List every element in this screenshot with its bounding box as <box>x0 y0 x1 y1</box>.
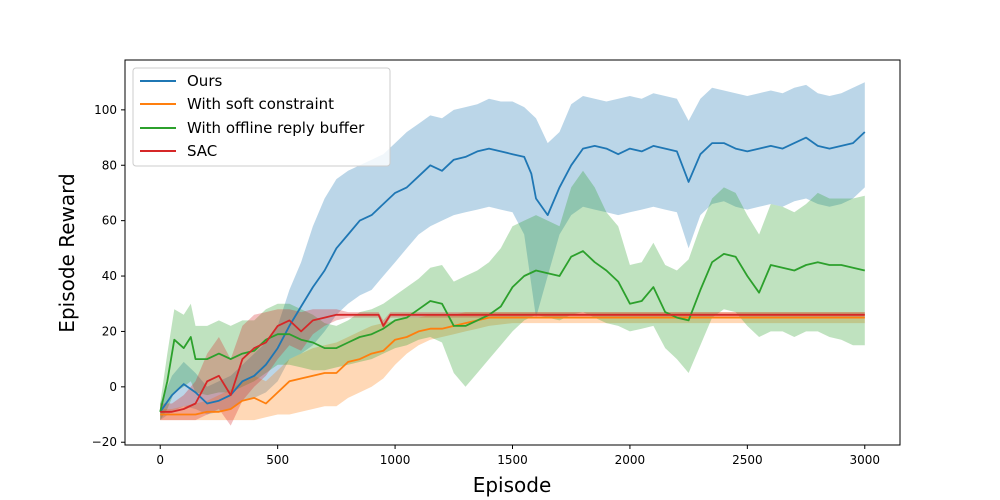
legend-label-soft-constraint: With soft constraint <box>187 95 334 113</box>
x-axis-title: Episode <box>473 473 552 497</box>
y-tick-label: 100 <box>94 103 117 117</box>
x-tick-label: 1500 <box>497 453 528 467</box>
legend-box <box>132 67 391 167</box>
y-tick-label: −20 <box>92 435 117 449</box>
y-tick-label: 20 <box>102 324 117 338</box>
band-ours <box>160 82 865 421</box>
legend-label-offline-buffer: With offline reply buffer <box>187 119 365 137</box>
x-tick-label: 1000 <box>380 453 411 467</box>
y-tick-label: 80 <box>102 158 117 172</box>
y-axis-title: Episode Reward <box>55 173 79 332</box>
series-lines <box>159 131 866 416</box>
y-axis-ticks: −20 0 20 40 60 80 100 <box>92 103 125 449</box>
legend-label-ours: Ours <box>187 72 222 90</box>
line-ours <box>159 131 866 413</box>
uncertainty-bands <box>160 82 865 426</box>
x-tick-label: 2000 <box>615 453 646 467</box>
band-with-soft-constraint <box>160 312 865 421</box>
line-sac <box>160 313 865 413</box>
band-sac <box>160 309 865 426</box>
y-tick-label: 60 <box>102 214 117 228</box>
line-with-soft-constraint <box>160 316 865 416</box>
x-tick-label: 500 <box>266 453 289 467</box>
x-tick-label: 3000 <box>849 453 880 467</box>
y-tick-label: 0 <box>109 380 117 394</box>
y-tick-label: 40 <box>102 269 117 283</box>
x-tick-label: 2500 <box>732 453 763 467</box>
band-with-offline-reply-buffer <box>160 170 865 421</box>
legend: Ours With soft constraint With offline r… <box>132 67 391 167</box>
legend-label-sac: SAC <box>187 142 217 160</box>
x-tick-label: 0 <box>156 453 164 467</box>
x-axis-ticks: 0 500 1000 1500 2000 2500 3000 <box>156 445 880 467</box>
